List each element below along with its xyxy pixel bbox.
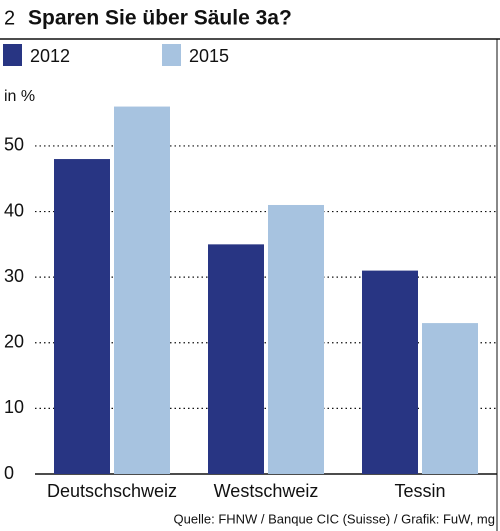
y-tick-label: 10 [4,397,24,417]
legend-swatch [3,44,22,66]
y-axis-label: in % [4,88,35,105]
x-tick-label: Deutschschweiz [47,481,177,501]
bar [422,323,478,474]
legend-label: 2012 [30,46,70,66]
y-tick-label: 40 [4,200,24,220]
legend-swatch [162,44,181,66]
x-tick-label: Tessin [394,481,445,501]
bar [268,204,324,474]
bar [362,270,418,474]
y-tick-label: 0 [4,463,14,483]
y-tick-label: 20 [4,332,24,352]
chart-number: 2 [4,7,15,29]
source: Quelle: FHNW / Banque CIC (Suisse) / Gra… [174,511,495,526]
bar [208,244,264,474]
y-tick-label: 30 [4,266,24,286]
bar [114,106,170,474]
y-tick-label: 50 [4,135,24,155]
x-tick-label: Westschweiz [214,481,319,501]
chart-title: Sparen Sie über Säule 3a? [28,7,292,30]
legend-label: 2015 [189,46,229,66]
bar [54,159,110,475]
